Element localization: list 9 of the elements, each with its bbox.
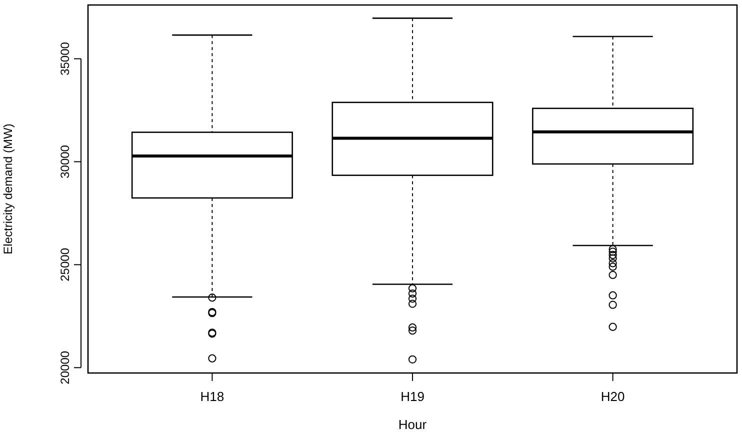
x-tick-label: H19 bbox=[400, 388, 424, 404]
y-tick-label: 35000 bbox=[58, 42, 72, 76]
y-axis-title: Electricity demand (MW) bbox=[1, 124, 15, 254]
x-axis-title: Hour bbox=[398, 417, 428, 432]
x-tick-label: H20 bbox=[600, 388, 625, 404]
y-tick-label: 20000 bbox=[58, 350, 72, 384]
y-tick-label: 30000 bbox=[58, 144, 72, 178]
y-tick-label: 25000 bbox=[58, 248, 72, 282]
x-tick-label: H18 bbox=[200, 388, 224, 404]
